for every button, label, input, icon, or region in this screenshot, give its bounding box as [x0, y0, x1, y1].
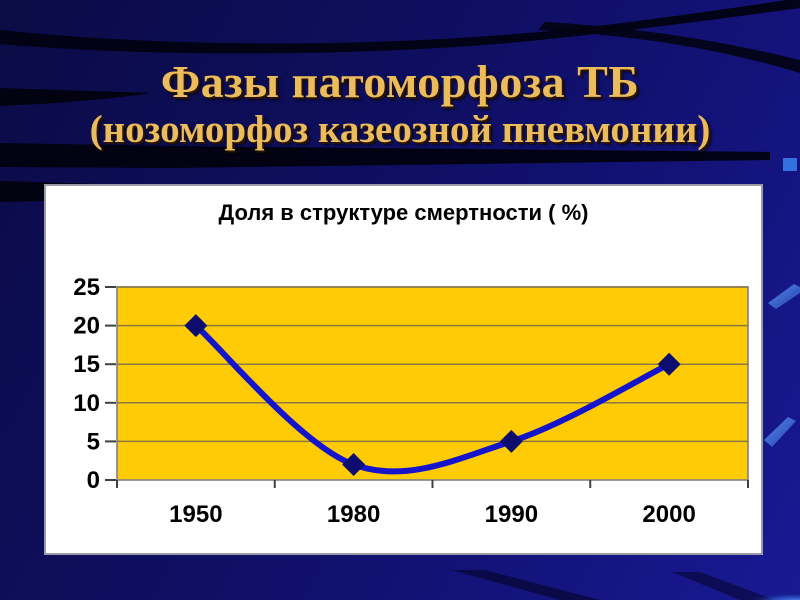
slide-title-line1: Фазы патоморфоза ТБ [160, 56, 640, 107]
x-category-label: 1950 [169, 501, 222, 528]
data-point-marker [657, 352, 681, 376]
bottom-dark-band-1 [452, 570, 600, 600]
swoosh-right-arc [538, 22, 800, 73]
y-tick-label: 5 [87, 428, 100, 455]
y-tick-label: 10 [73, 390, 100, 417]
x-category-label: 2000 [642, 501, 695, 528]
data-point-marker [342, 453, 366, 477]
data-point-marker [499, 429, 523, 453]
line-chart-svg: 0 5 10 15 20 25 1950 1980 1990 2000 [73, 274, 749, 528]
right-blue-chip [783, 158, 797, 171]
line-chart: 0 5 10 15 20 25 1950 1980 1990 2000 [46, 186, 761, 553]
slide-title-line2: (нозоморфоз казеозной пневмонии) [89, 107, 711, 151]
plot-area [116, 286, 749, 481]
chart-panel: Доля в структуре смертности ( %) 0 5 10 15 2… [44, 184, 763, 555]
slide-title: Фазы патоморфоза ТБ (нозоморфоз казеозно… [0, 56, 800, 151]
y-tick-label: 0 [87, 467, 100, 494]
right-ribbon-2 [764, 417, 796, 447]
x-category-label: 1990 [485, 501, 538, 528]
y-tick-label: 15 [73, 351, 100, 378]
y-tick-label: 20 [73, 313, 100, 340]
bottom-right-glow [745, 592, 800, 600]
data-point-marker [184, 314, 208, 338]
y-tick-label: 25 [73, 274, 100, 301]
wide-streak-3 [0, 143, 770, 168]
right-ribbon-1 [768, 284, 800, 309]
chart-title: Доля в структуре смертности ( %) [218, 200, 589, 225]
series-line [192, 322, 673, 475]
left-streak-2 [0, 88, 152, 106]
x-category-label: 1980 [327, 501, 380, 528]
bottom-dark-band-2 [672, 572, 775, 600]
swoosh-top-band [0, 0, 800, 54]
